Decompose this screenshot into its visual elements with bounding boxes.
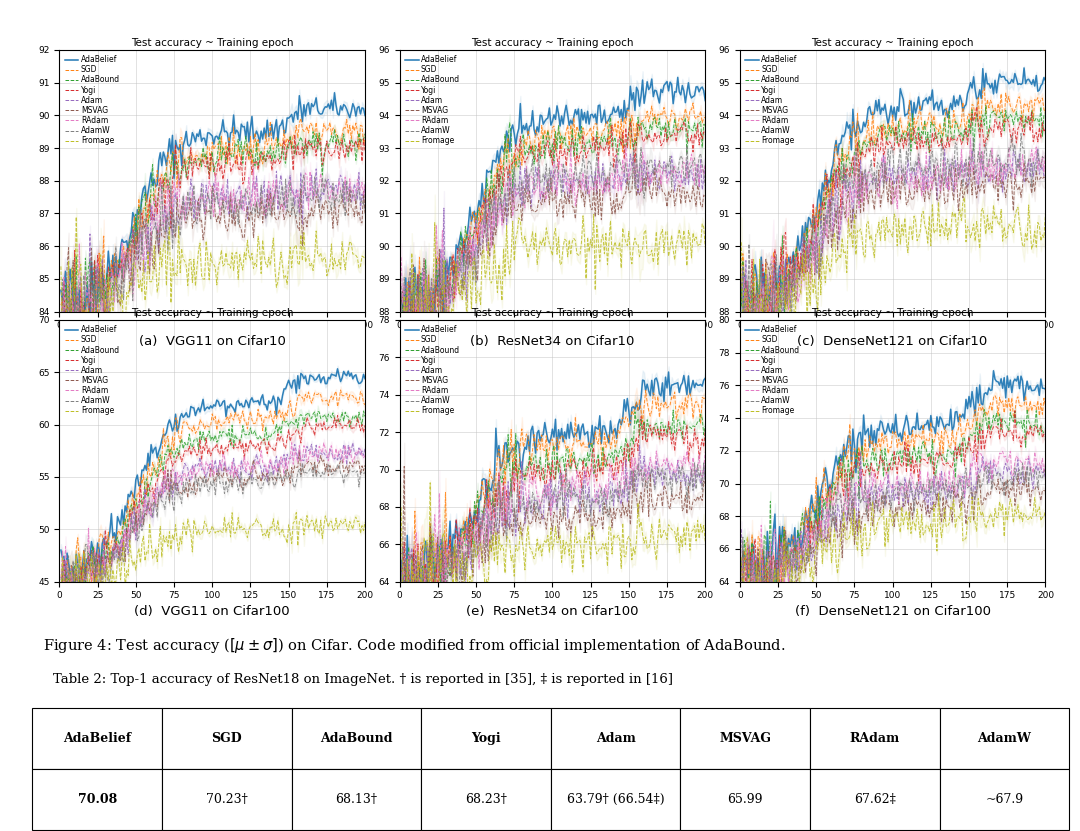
Text: Table 2: Top-1 accuracy of ResNet18 on ImageNet. † is reported in [35], ‡ is rep: Table 2: Top-1 accuracy of ResNet18 on I…	[53, 673, 673, 686]
Title: Test accuracy ~ Training epoch: Test accuracy ~ Training epoch	[471, 37, 634, 47]
Legend: AdaBelief, SGD, AdaBound, Yogi, Adam, MSVAG, RAdam, AdamW, Fromage: AdaBelief, SGD, AdaBound, Yogi, Adam, MS…	[744, 54, 801, 147]
Text: (e)  ResNet34 on Cifar100: (e) ResNet34 on Cifar100	[467, 605, 638, 618]
Legend: AdaBelief, SGD, AdaBound, Yogi, Adam, MSVAG, RAdam, AdamW, Fromage: AdaBelief, SGD, AdaBound, Yogi, Adam, MS…	[64, 324, 121, 417]
Text: (f)  DenseNet121 on Cifar100: (f) DenseNet121 on Cifar100	[795, 605, 990, 618]
Text: (b)  ResNet34 on Cifar10: (b) ResNet34 on Cifar10	[470, 335, 635, 348]
Legend: AdaBelief, SGD, AdaBound, Yogi, Adam, MSVAG, RAdam, AdamW, Fromage: AdaBelief, SGD, AdaBound, Yogi, Adam, MS…	[404, 54, 461, 147]
Title: Test accuracy ~ Training epoch: Test accuracy ~ Training epoch	[811, 307, 974, 317]
Legend: AdaBelief, SGD, AdaBound, Yogi, Adam, MSVAG, RAdam, AdamW, Fromage: AdaBelief, SGD, AdaBound, Yogi, Adam, MS…	[404, 324, 461, 417]
Title: Test accuracy ~ Training epoch: Test accuracy ~ Training epoch	[811, 37, 974, 47]
Legend: AdaBelief, SGD, AdaBound, Yogi, Adam, MSVAG, RAdam, AdamW, Fromage: AdaBelief, SGD, AdaBound, Yogi, Adam, MS…	[64, 54, 121, 147]
Text: Figure 4: Test accuracy ($[\mu\pm\sigma]$) on Cifar. Code modified from official: Figure 4: Test accuracy ($[\mu\pm\sigma]…	[43, 636, 786, 655]
Text: (c)  DenseNet121 on Cifar10: (c) DenseNet121 on Cifar10	[797, 335, 988, 348]
Legend: AdaBelief, SGD, AdaBound, Yogi, Adam, MSVAG, RAdam, AdamW, Fromage: AdaBelief, SGD, AdaBound, Yogi, Adam, MS…	[744, 324, 801, 417]
Title: Test accuracy ~ Training epoch: Test accuracy ~ Training epoch	[131, 307, 294, 317]
Title: Test accuracy ~ Training epoch: Test accuracy ~ Training epoch	[471, 307, 634, 317]
Text: (a)  VGG11 on Cifar10: (a) VGG11 on Cifar10	[139, 335, 285, 348]
Title: Test accuracy ~ Training epoch: Test accuracy ~ Training epoch	[131, 37, 294, 47]
Text: (d)  VGG11 on Cifar100: (d) VGG11 on Cifar100	[134, 605, 291, 618]
